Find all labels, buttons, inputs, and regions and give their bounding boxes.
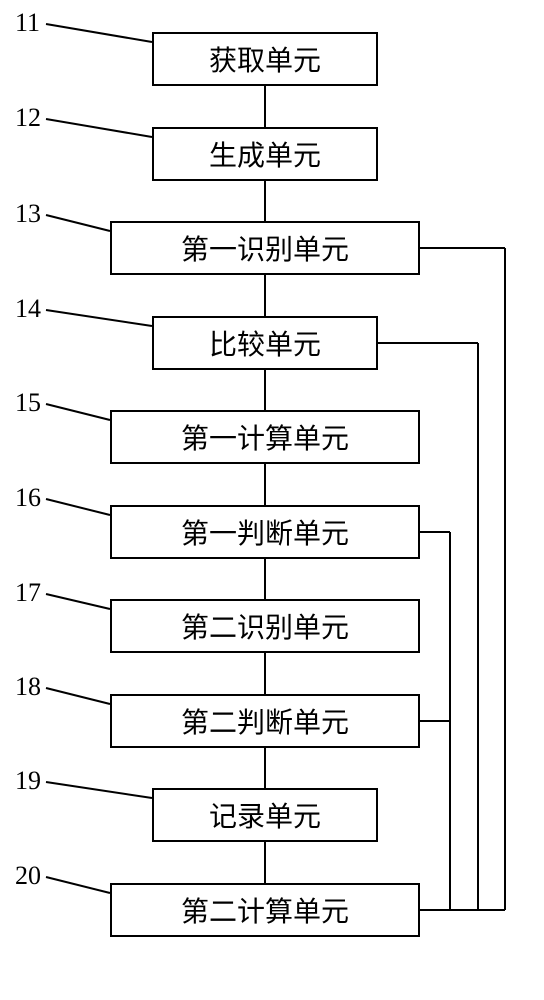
node-n17: 第二识别单元 — [110, 599, 420, 653]
num-label-15: 15 — [15, 388, 41, 418]
node-n12: 生成单元 — [152, 127, 378, 181]
node-n15: 第一计算单元 — [110, 410, 420, 464]
node-label: 第一识别单元 — [181, 228, 349, 268]
node-n13: 第一识别单元 — [110, 221, 420, 275]
node-label: 第二判断单元 — [181, 701, 349, 741]
node-label: 获取单元 — [209, 39, 321, 79]
node-n18: 第二判断单元 — [110, 694, 420, 748]
node-label: 记录单元 — [209, 795, 321, 835]
node-label: 第一计算单元 — [181, 417, 349, 457]
num-label-12: 12 — [15, 103, 41, 133]
node-n14: 比较单元 — [152, 316, 378, 370]
num-label-20: 20 — [15, 861, 41, 891]
node-label: 第二计算单元 — [181, 890, 349, 930]
flowchart-diagram: 获取单元 11 生成单元 12 第一识别单元 13 比较单元 14 第一计算单元 15 第一判断单元… — [0, 0, 544, 1000]
num-label-11: 11 — [15, 8, 40, 38]
node-label: 生成单元 — [209, 134, 321, 174]
node-label: 比较单元 — [209, 323, 321, 363]
num-label-18: 18 — [15, 672, 41, 702]
num-label-19: 19 — [15, 766, 41, 796]
num-label-14: 14 — [15, 294, 41, 324]
num-label-13: 13 — [15, 199, 41, 229]
node-n16: 第一判断单元 — [110, 505, 420, 559]
num-label-16: 16 — [15, 483, 41, 513]
node-n20: 第二计算单元 — [110, 883, 420, 937]
node-n11: 获取单元 — [152, 32, 378, 86]
num-label-17: 17 — [15, 578, 41, 608]
node-n19: 记录单元 — [152, 788, 378, 842]
node-label: 第二识别单元 — [181, 606, 349, 646]
node-label: 第一判断单元 — [181, 512, 349, 552]
